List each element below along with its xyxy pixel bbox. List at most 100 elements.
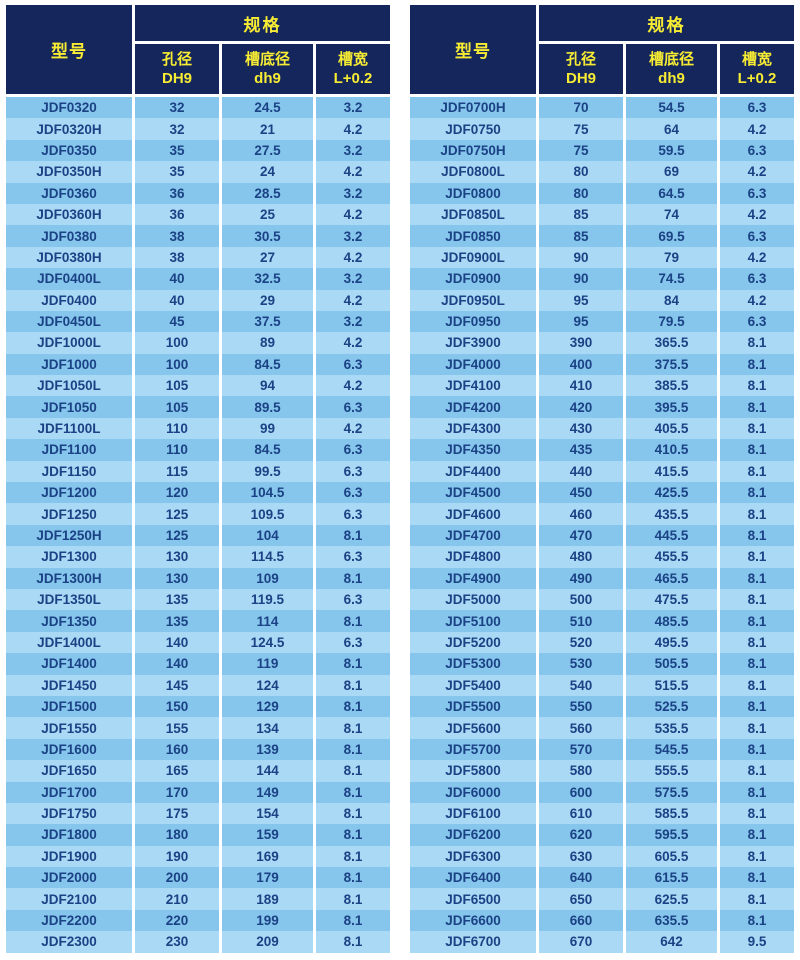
value-cell: 405.5: [626, 417, 717, 440]
model-cell: JDF0450L: [6, 310, 132, 333]
value-cell: 36: [135, 182, 219, 204]
value-cell: 8.1: [316, 781, 390, 803]
table-row: JDF0850 85 69.5 6.3: [410, 225, 794, 247]
model-cell: JDF4300: [410, 417, 536, 440]
table-row: JDF0320H 32 21 4.2: [6, 118, 390, 140]
value-cell: 8.1: [720, 824, 794, 846]
value-cell: 38: [135, 225, 219, 247]
table-row: JDF1600 160 139 8.1: [6, 738, 390, 761]
model-cell: JDF0950: [410, 310, 536, 333]
value-cell: 94: [222, 375, 313, 397]
value-cell: 6.3: [316, 546, 390, 568]
model-cell: JDF5000: [410, 588, 536, 611]
value-cell: 560: [539, 717, 623, 739]
model-cell: JDF1450: [6, 674, 132, 696]
value-cell: 8.1: [316, 524, 390, 547]
value-cell: 8.1: [720, 631, 794, 654]
value-cell: 4.2: [316, 417, 390, 440]
model-cell: JDF5100: [410, 610, 536, 632]
value-cell: 8.1: [720, 524, 794, 547]
value-cell: 3.2: [316, 310, 390, 333]
value-cell: 154: [222, 802, 313, 825]
value-cell: 6.3: [316, 482, 390, 504]
value-cell: 130: [135, 567, 219, 589]
table-row: JDF0700H 70 54.5 6.3: [410, 97, 794, 119]
table-row: JDF1500 150 129 8.1: [6, 695, 390, 718]
value-cell: 140: [135, 653, 219, 675]
table-row: JDF1550 155 134 8.1: [6, 717, 390, 739]
value-cell: 525.5: [626, 695, 717, 718]
model-column-header: 型号: [410, 5, 536, 94]
model-cell: JDF6700: [410, 931, 536, 953]
table-row: JDF4350 435 410.5 8.1: [410, 439, 794, 461]
col-header-tolerance: DH9: [161, 70, 192, 87]
table-row: JDF4900 490 465.5 8.1: [410, 567, 794, 589]
model-cell: JDF1150: [6, 460, 132, 483]
value-cell: 4.2: [316, 203, 390, 226]
value-cell: 35: [135, 139, 219, 162]
table-row: JDF4100 410 385.5 8.1: [410, 375, 794, 397]
value-cell: 6.3: [720, 310, 794, 333]
spec-group-header: 规格: [539, 5, 794, 41]
value-cell: 545.5: [626, 738, 717, 761]
model-cell: JDF4800: [410, 546, 536, 568]
model-cell: JDF1700: [6, 781, 132, 803]
table-row: JDF5100 510 485.5 8.1: [410, 610, 794, 632]
model-cell: JDF1300H: [6, 567, 132, 589]
model-cell: JDF1500: [6, 695, 132, 718]
value-cell: 135: [135, 610, 219, 632]
spec-table-left: 型号 规格 孔径 DH9 槽底径 dh9 槽宽 L+0.2: [6, 5, 390, 955]
model-cell: JDF0950L: [410, 289, 536, 311]
table-row: JDF3900 390 365.5 8.1: [410, 332, 794, 354]
value-cell: 4.2: [720, 246, 794, 269]
value-cell: 8.1: [720, 888, 794, 910]
value-cell: 124: [222, 674, 313, 696]
table-row: JDF6300 630 605.5 8.1: [410, 845, 794, 868]
value-cell: 8.1: [316, 867, 390, 889]
value-cell: 40: [135, 289, 219, 311]
col-header-label: 槽底径: [244, 50, 290, 68]
col-header-hole-diameter: 孔径 DH9: [539, 44, 623, 94]
model-cell: JDF1400L: [6, 631, 132, 654]
value-cell: 8.1: [316, 717, 390, 739]
model-cell: JDF1050: [6, 396, 132, 418]
value-cell: 8.1: [720, 460, 794, 483]
col-header-label: 槽宽: [337, 50, 368, 68]
col-header-tolerance: dh9: [254, 70, 281, 87]
value-cell: 8.1: [720, 588, 794, 611]
model-cell: JDF0400L: [6, 268, 132, 290]
value-cell: 640: [539, 867, 623, 889]
value-cell: 3.2: [316, 268, 390, 290]
value-cell: 6.3: [316, 503, 390, 525]
value-cell: 220: [135, 909, 219, 932]
table-row: JDF1800 180 159 8.1: [6, 824, 390, 846]
model-cell: JDF4500: [410, 482, 536, 504]
value-cell: 95: [539, 289, 623, 311]
table-header: 型号 规格 孔径 DH9 槽底径 dh9 槽宽 L+0.2: [6, 5, 390, 94]
value-cell: 4.2: [720, 203, 794, 226]
value-cell: 8.1: [720, 353, 794, 376]
model-cell: JDF1250H: [6, 524, 132, 547]
table-row: JDF6200 620 595.5 8.1: [410, 824, 794, 846]
table-row: JDF6500 650 625.5 8.1: [410, 888, 794, 910]
value-cell: 625.5: [626, 888, 717, 910]
value-cell: 3.2: [316, 97, 390, 119]
value-cell: 159: [222, 824, 313, 846]
value-cell: 6.3: [316, 631, 390, 654]
model-cell: JDF5500: [410, 695, 536, 718]
value-cell: 145: [135, 674, 219, 696]
table-row: JDF1300H 130 109 8.1: [6, 567, 390, 589]
model-cell: JDF1000: [6, 353, 132, 376]
value-cell: 8.1: [316, 824, 390, 846]
value-cell: 8.1: [316, 888, 390, 910]
value-cell: 84.5: [222, 353, 313, 376]
value-cell: 170: [135, 781, 219, 803]
col-header-tolerance: DH9: [565, 70, 596, 87]
table-row: JDF4000 400 375.5 8.1: [410, 353, 794, 376]
col-header-label: 孔径: [161, 50, 192, 68]
value-cell: 8.1: [720, 760, 794, 782]
model-cell: JDF1000L: [6, 332, 132, 354]
value-cell: 135: [135, 588, 219, 611]
table-row: JDF2000 200 179 8.1: [6, 867, 390, 889]
value-cell: 8.1: [720, 482, 794, 504]
